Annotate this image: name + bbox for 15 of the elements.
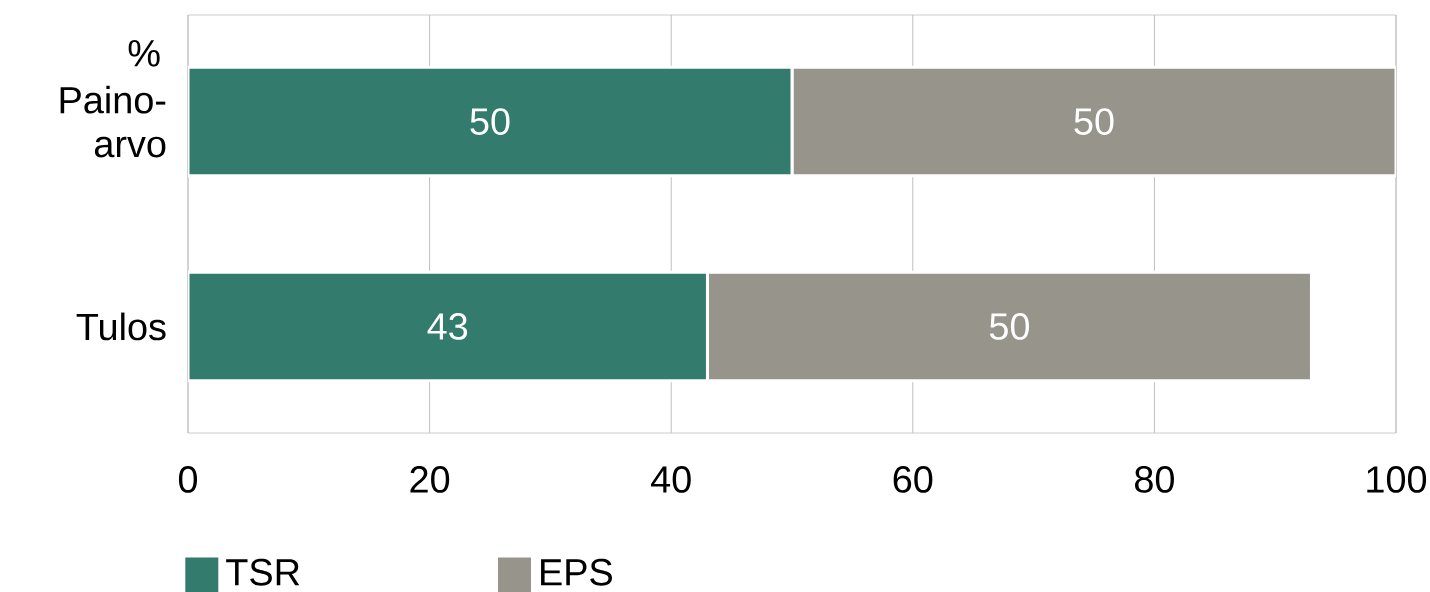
y-tick-label: Paino-arvo: [60, 85, 166, 158]
x-tick-label: 40: [651, 466, 691, 493]
y-tick-label: Tulos: [76, 312, 166, 341]
x-tick-label: 80: [1135, 466, 1174, 493]
data-label: 43: [427, 313, 468, 340]
legend-label: EPS: [541, 558, 612, 586]
x-tick-label: 20: [410, 466, 450, 493]
y-axis-title: %: [128, 40, 160, 67]
data-label: 50: [989, 313, 1030, 340]
x-tick-label: 0: [178, 466, 198, 493]
data-label: 50: [470, 108, 510, 135]
data-label: 50: [1074, 108, 1114, 135]
x-tick-label: 100: [1367, 466, 1427, 493]
legend-label: TSR: [226, 558, 300, 586]
x-tick-label: 60: [893, 466, 933, 493]
